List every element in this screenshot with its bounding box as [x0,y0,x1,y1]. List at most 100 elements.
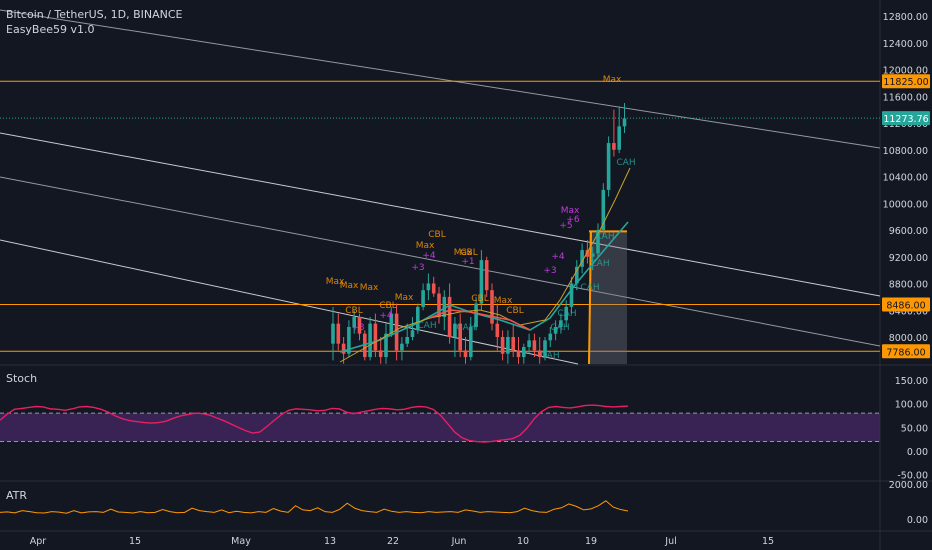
ema-line [339,221,629,353]
signal-annotation: CAH [616,158,635,168]
axes-layer: 12800.0012400.0012000.0011600.0011200.00… [30,12,930,547]
signal-annotation: CAH [580,283,599,293]
price-tick-label: 9200.00 [889,253,928,264]
candle-body [516,350,521,358]
red-ma-line [429,309,531,331]
price-tick-label: 12000.00 [883,66,928,77]
candle-body [368,323,372,358]
signal-annotation: Max [326,277,345,287]
symbol-title[interactable]: Bitcoin / TetherUS, 1D, BINANCE [6,8,183,21]
candle-body [341,343,346,354]
candle-body [511,337,515,351]
stoch-pane-label[interactable]: Stoch [6,372,38,385]
x-tick-label: 15 [129,536,141,547]
candle-body [416,306,420,331]
atr-tick-label: 2000.00 [889,480,928,491]
candle-body [389,313,394,334]
level-price-badge [882,344,930,359]
signal-annotation: +5 [559,221,572,231]
candle-body [575,266,579,284]
candle-body [479,260,484,304]
stoch-band [0,413,880,442]
candle-body [426,283,431,291]
breakout-zone [589,231,627,364]
x-tick-label: 19 [585,536,597,547]
candle-body [437,293,441,317]
candle-body [373,323,378,351]
atr-tick-label: 0.00 [907,515,928,526]
signal-annotation: Max [454,248,473,258]
candle-body [469,326,473,358]
atr-pane[interactable] [0,500,629,514]
candle-body [495,323,500,337]
x-tick-label: 10 [517,536,529,547]
trend-line [0,176,881,347]
chart-header: Bitcoin / TetherUS, 1D, BINANCE EasyBee5… [6,7,183,37]
candle-body [331,323,335,344]
signal-annotation: CAH [595,232,614,242]
stoch-line [0,404,629,443]
candle-body [421,290,425,307]
candle-body [590,253,595,257]
stoch-tick-label: 150.00 [895,376,928,387]
signal-annotation: CAH [417,321,436,331]
candle-body [559,320,563,327]
signal-annotation: CBL [379,301,396,311]
candle-body [410,330,415,337]
signal-annotation: +4 [551,252,565,262]
stoch-pane[interactable] [0,404,880,443]
level-price-label: 11825.00 [883,77,928,88]
candle-body [506,337,510,354]
price-pane[interactable] [0,9,881,365]
stoch-tick-label: 0.00 [907,447,928,458]
signal-annotation: CAH [550,323,569,333]
candle-body [484,260,489,291]
candle-body [580,250,584,267]
signal-annotation: CBL [506,306,523,316]
signal-annotation: CAH [540,351,559,361]
price-tick-label: 8400.00 [889,306,928,317]
signal-annotation: Max [395,293,414,303]
signal-annotation: CBL [471,294,488,304]
x-tick-label: Jun [451,536,467,547]
x-tick-label: Apr [30,536,47,547]
candle-body [522,347,526,358]
signal-annotation: CBL [345,306,362,316]
candle-body [400,343,404,351]
candle-body [458,323,462,351]
indicator-title[interactable]: EasyBee59 v1.0 [6,23,95,36]
candle-body [378,350,383,358]
level-price-label: 8486.00 [886,300,925,311]
candle-body [431,283,436,294]
price-tick-label: 12400.00 [883,39,928,50]
price-tick-label: 9600.00 [889,226,928,237]
signal-annotation: CBL [460,248,477,258]
signal-annotation: Max [561,206,580,216]
candle-body [622,118,627,127]
atr-pane-label[interactable]: ATR [6,489,28,502]
candle-body [601,189,606,230]
price-tick-label: 8000.00 [889,333,928,344]
candle-body [537,350,542,358]
stoch-tick-label: 50.00 [901,423,928,434]
signal-annotation: +3 [411,263,424,273]
candle-body [553,326,558,334]
candle-body [384,333,388,358]
candle-body [596,230,600,254]
signal-annotation: +6 [566,215,580,225]
x-tick-label: 15 [762,536,774,547]
price-tick-label: 11600.00 [883,92,928,103]
price-tick-label: 10800.00 [883,146,928,157]
candle-body [569,283,574,307]
candle-body [490,290,494,324]
x-tick-label: May [231,536,251,547]
signal-annotation: Max [494,296,513,306]
signal-annotation: CBL [428,230,445,240]
candle-body [500,337,505,354]
candle-body [347,326,351,354]
price-tick-label: 12800.00 [883,12,928,23]
signal-annotation: Max [603,75,622,85]
